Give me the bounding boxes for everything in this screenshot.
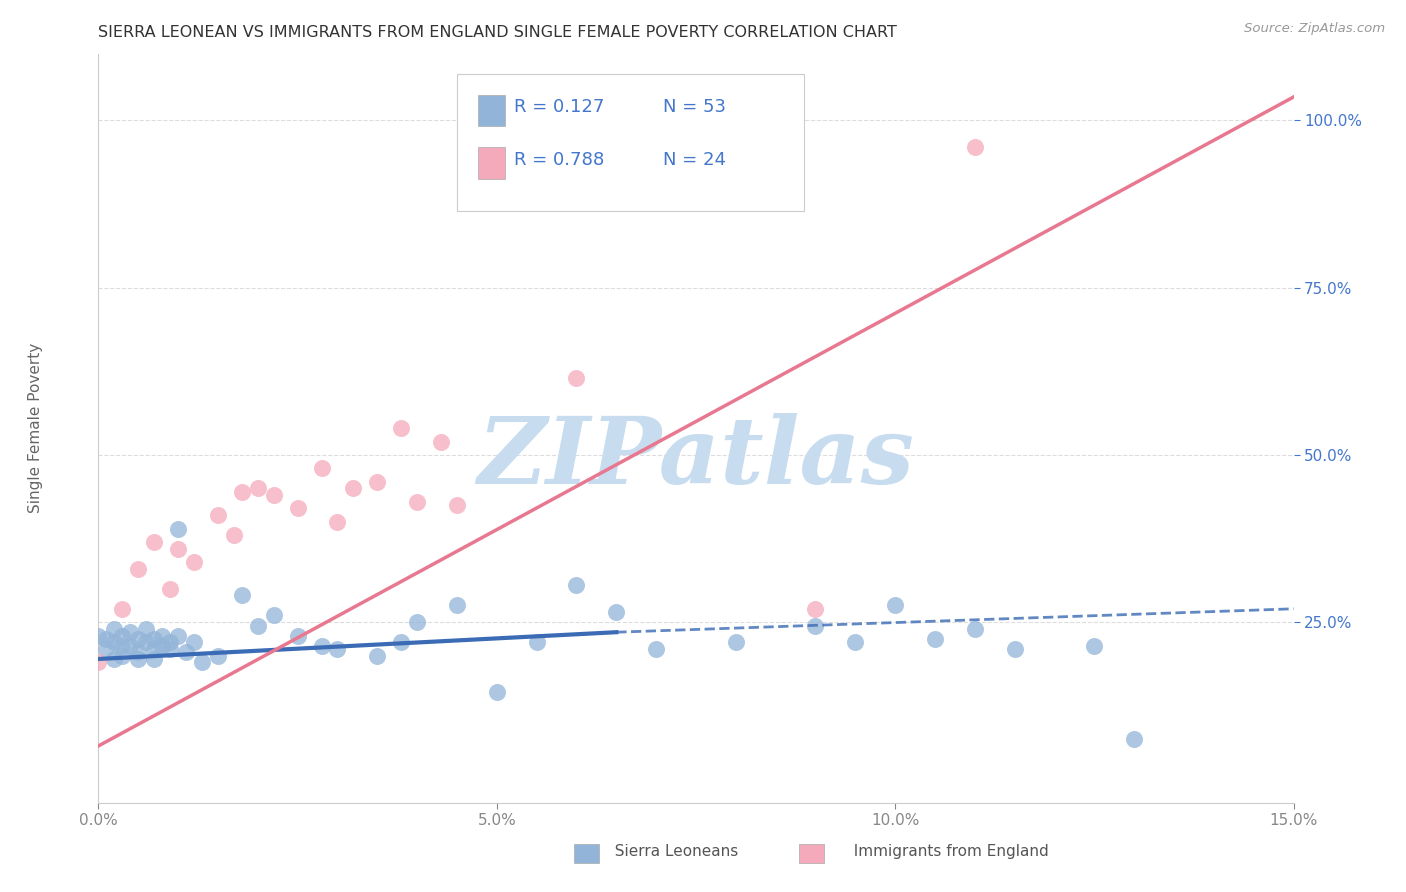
Bar	[799, 844, 824, 863]
Point	[103, 622, 125, 636]
Point	[174, 645, 197, 659]
Text: N = 24: N = 24	[662, 151, 725, 169]
Point	[406, 494, 429, 508]
Point	[127, 652, 149, 666]
Point	[724, 635, 747, 649]
Point	[342, 482, 364, 496]
Point	[111, 648, 134, 663]
Point	[287, 629, 309, 643]
FancyBboxPatch shape	[457, 75, 804, 211]
Point	[150, 629, 173, 643]
Point	[127, 562, 149, 576]
Point	[120, 625, 142, 640]
Point	[191, 655, 214, 669]
Bar	[478, 95, 505, 126]
Point	[366, 648, 388, 663]
Point	[804, 618, 827, 632]
Point	[135, 635, 157, 649]
Point	[222, 528, 245, 542]
Point	[159, 635, 181, 649]
Point	[884, 599, 907, 613]
Point	[963, 622, 986, 636]
Point	[311, 461, 333, 475]
Y-axis label: Single Female Poverty: Single Female Poverty	[28, 343, 42, 513]
Point	[159, 582, 181, 596]
Point	[246, 618, 269, 632]
Text: R = 0.127: R = 0.127	[515, 98, 605, 117]
Point	[326, 515, 349, 529]
Point	[159, 642, 181, 657]
Point	[287, 501, 309, 516]
Point	[167, 521, 190, 535]
Point	[406, 615, 429, 630]
Point	[485, 685, 508, 699]
Text: Immigrants from England: Immigrants from England	[844, 845, 1049, 859]
Point	[844, 635, 866, 649]
Text: Source: ZipAtlas.com: Source: ZipAtlas.com	[1244, 22, 1385, 36]
Point	[143, 652, 166, 666]
Bar	[574, 844, 599, 863]
Point	[96, 632, 118, 646]
Point	[207, 648, 229, 663]
Point	[135, 622, 157, 636]
Point	[127, 645, 149, 659]
Point	[1004, 642, 1026, 657]
Text: R = 0.788: R = 0.788	[515, 151, 605, 169]
Point	[231, 589, 253, 603]
Point	[963, 140, 986, 154]
Point	[565, 578, 588, 592]
Text: ZIPatlas: ZIPatlas	[478, 413, 914, 503]
Point	[183, 635, 205, 649]
Bar	[478, 147, 505, 178]
Point	[167, 541, 190, 556]
Point	[389, 635, 412, 649]
Point	[924, 632, 946, 646]
Point	[526, 635, 548, 649]
Point	[207, 508, 229, 523]
Point	[246, 482, 269, 496]
Point	[565, 371, 588, 385]
Point	[167, 629, 190, 643]
Point	[96, 642, 118, 657]
Point	[111, 639, 134, 653]
Point	[263, 488, 285, 502]
Point	[87, 655, 110, 669]
Point	[605, 605, 627, 619]
Text: Sierra Leoneans: Sierra Leoneans	[605, 845, 738, 859]
Point	[111, 629, 134, 643]
Point	[430, 434, 453, 449]
Point	[804, 602, 827, 616]
Point	[263, 608, 285, 623]
Point	[1123, 732, 1146, 747]
Point	[87, 629, 110, 643]
Point	[326, 642, 349, 657]
Point	[366, 475, 388, 489]
Point	[143, 632, 166, 646]
Text: N = 53: N = 53	[662, 98, 725, 117]
Point	[231, 484, 253, 499]
Point	[645, 642, 668, 657]
Point	[127, 632, 149, 646]
Point	[143, 535, 166, 549]
Point	[143, 642, 166, 657]
Point	[111, 602, 134, 616]
Point	[446, 498, 468, 512]
Point	[183, 555, 205, 569]
Point	[103, 635, 125, 649]
Point	[1083, 639, 1105, 653]
Text: SIERRA LEONEAN VS IMMIGRANTS FROM ENGLAND SINGLE FEMALE POVERTY CORRELATION CHAR: SIERRA LEONEAN VS IMMIGRANTS FROM ENGLAN…	[98, 25, 897, 40]
Point	[120, 639, 142, 653]
Point	[311, 639, 333, 653]
Point	[446, 599, 468, 613]
Point	[389, 421, 412, 435]
Point	[150, 639, 173, 653]
Point	[103, 652, 125, 666]
